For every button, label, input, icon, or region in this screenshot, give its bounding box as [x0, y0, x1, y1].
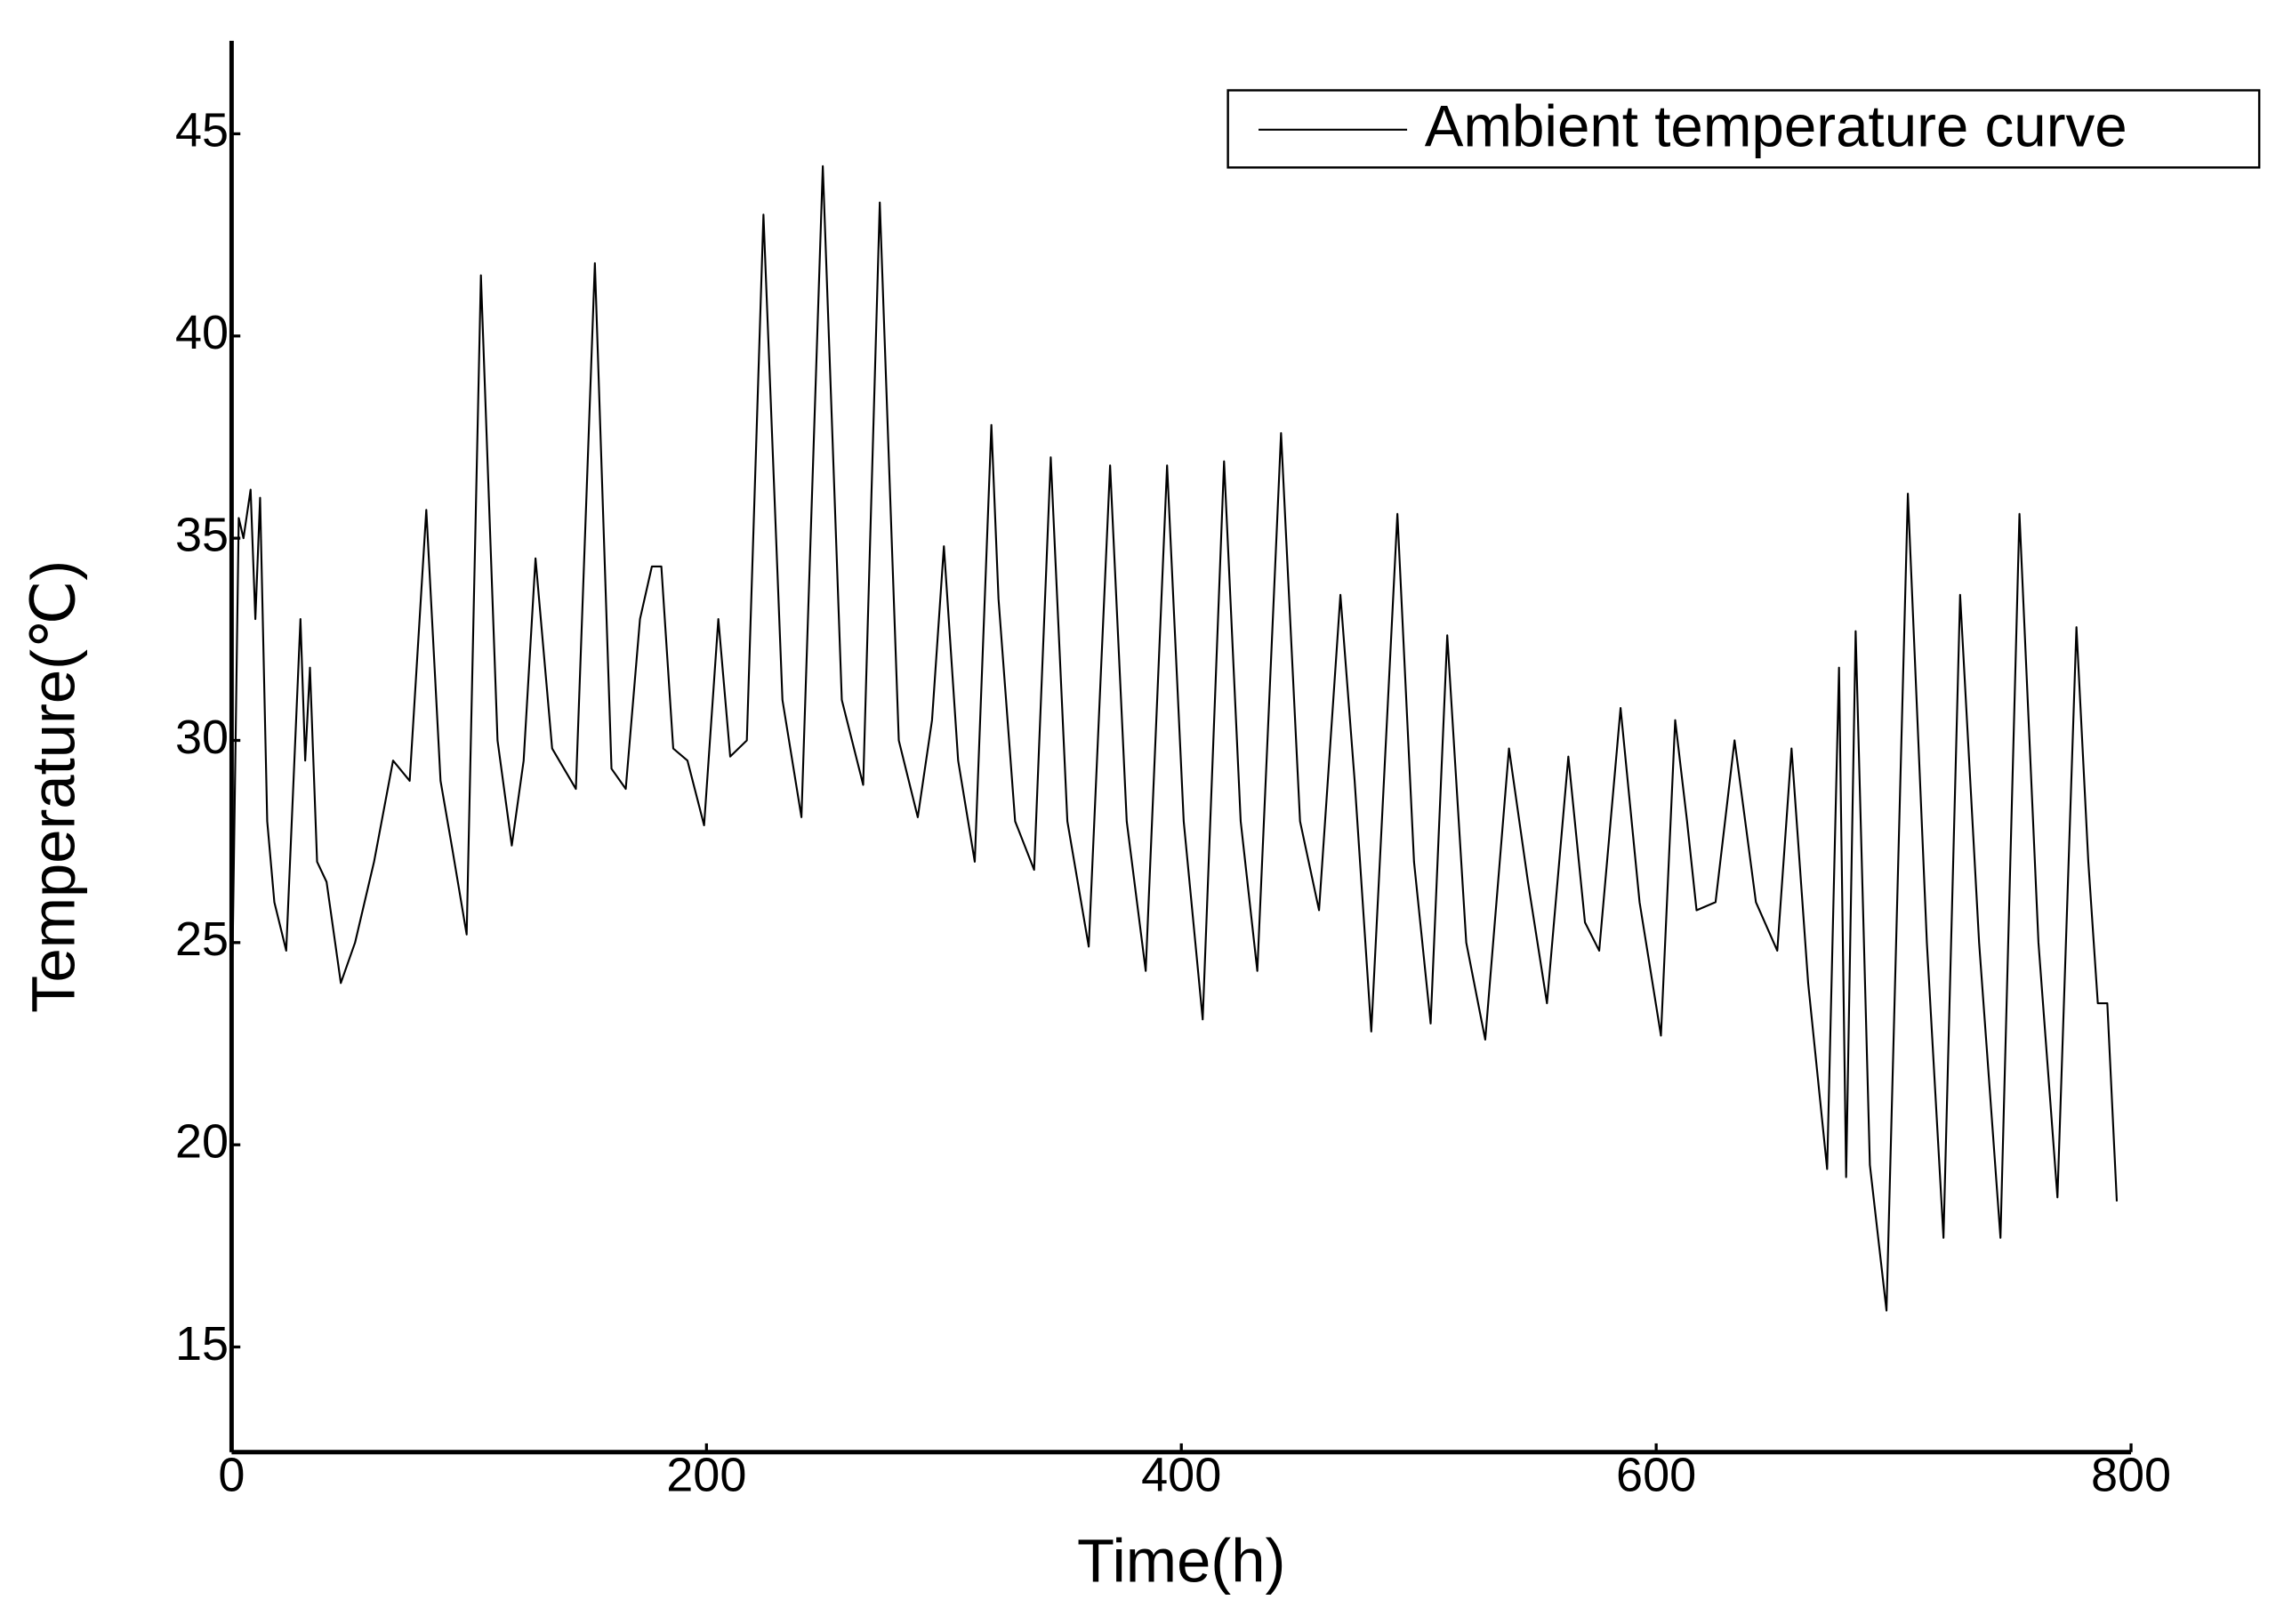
x-tick-label: 600 — [1616, 1449, 1696, 1502]
x-axis-label: Time(h) — [1077, 1527, 1285, 1596]
legend-label: Ambient temperature curve — [1425, 94, 2127, 159]
y-tick-label: 35 — [175, 508, 229, 561]
x-tick-label: 200 — [666, 1449, 746, 1502]
data-line — [230, 165, 2119, 1312]
y-tick-label: 40 — [175, 306, 229, 359]
x-tick-label: 400 — [1141, 1449, 1221, 1502]
y-tick-label: 30 — [175, 711, 229, 764]
x-tick-label: 0 — [218, 1449, 245, 1502]
y-axis-label: Temperature(℃) — [20, 560, 88, 1013]
y-tick-label: 45 — [175, 104, 229, 157]
y-tick-label: 20 — [175, 1114, 229, 1168]
y-tick-label: 15 — [175, 1317, 229, 1371]
y-tick-label: 25 — [175, 912, 229, 966]
x-tick-label: 800 — [2091, 1449, 2171, 1502]
